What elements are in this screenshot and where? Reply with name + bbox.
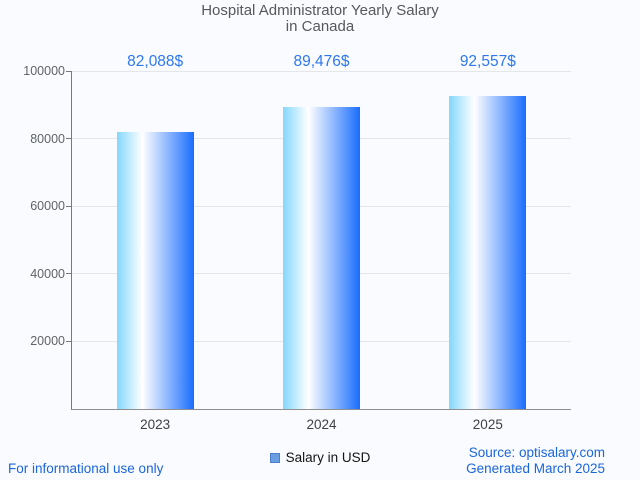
disclaimer-text: For informational use only [8, 461, 164, 476]
legend: Salary in USD [0, 450, 640, 466]
y-axis-label: 20000 [30, 334, 65, 349]
y-axis-tick [66, 70, 71, 72]
x-axis-label: 2023 [140, 417, 171, 432]
y-axis-label: 40000 [30, 266, 65, 281]
legend-marker-icon [269, 453, 280, 463]
y-axis-tick [66, 138, 71, 140]
plot-area: 20000 40000 60000 80000 100000 82,088$ 2023 89,… [23, 54, 571, 432]
y-axis-label: 100000 [23, 64, 65, 78]
x-axis-label: 2025 [472, 417, 503, 432]
footer-source-block: Source: optisalary.com Generated March 2… [466, 445, 605, 476]
bar-value-label: 82,088$ [127, 53, 184, 70]
bar-2025[interactable] [449, 96, 527, 409]
y-axis-label: 80000 [30, 131, 65, 146]
bar-2024[interactable] [283, 106, 360, 409]
y-axis-label: 60000 [30, 199, 65, 214]
gridline [72, 70, 571, 72]
bar-value-label: 92,557$ [459, 53, 516, 70]
x-axis-label: 2024 [306, 417, 337, 432]
y-axis-tick [66, 205, 71, 207]
generated-date: Generated March 2025 [466, 460, 605, 476]
legend-label: Salary in USD [285, 450, 371, 465]
y-axis-tick [66, 340, 71, 342]
chart-title-line2: in Canada [285, 18, 355, 35]
y-axis-tick [66, 273, 71, 275]
source-link[interactable]: Source: optisalary.com [468, 445, 605, 460]
chart-title-line1: Hospital Administrator Yearly Salary [201, 2, 439, 19]
bar-value-label: 89,476$ [293, 53, 350, 70]
bar-2023[interactable] [116, 131, 194, 409]
chart-title: Hospital Administrator Yearly Salary in … [0, 3, 640, 35]
